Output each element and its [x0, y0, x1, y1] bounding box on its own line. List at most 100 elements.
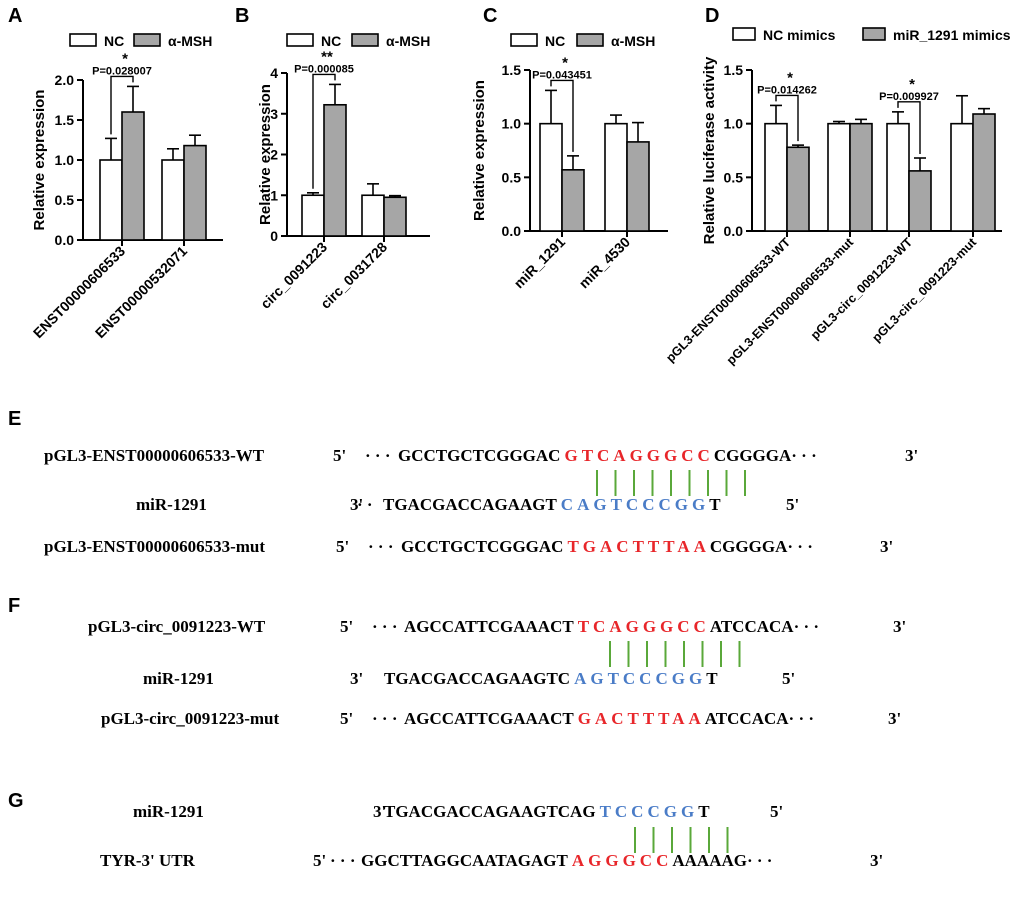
- seq-highlight: TGACTTTAA: [567, 537, 709, 556]
- y-tick-label: 0.5: [724, 169, 744, 185]
- ellipsis: · · ·: [747, 851, 773, 870]
- ellipsis: · · ·: [365, 446, 391, 465]
- ellipsis: · · ·: [789, 709, 815, 728]
- ellipsis: · · ·: [791, 446, 817, 465]
- x-category-label: pGL3-circ_0091223-WT: [808, 235, 915, 342]
- bar: [786, 146, 810, 232]
- y-axis-label: Relative expression: [257, 84, 274, 225]
- seq-highlight: AGTCCCGG: [574, 669, 706, 688]
- bar: [383, 196, 407, 237]
- y-tick-label: 0.0: [502, 223, 522, 239]
- y-tick-label: 0: [270, 228, 278, 244]
- seq-highlight: TCCCGG: [600, 802, 699, 821]
- seq-highlight: GACTTTAA: [578, 709, 705, 728]
- seq-prefix: GGCTTAGGCAATAGAGT: [361, 851, 569, 870]
- y-tick-label: 1.0: [502, 116, 522, 132]
- y-tick-label: 2.0: [55, 72, 75, 88]
- strand-end: 3': [888, 709, 901, 728]
- legend-swatch: [286, 33, 314, 47]
- seq-suffix: T: [709, 495, 721, 514]
- seq-suffix: ATCCACA: [710, 617, 794, 636]
- legend-swatch: [69, 33, 97, 47]
- y-axis-label: Relative luciferase activity: [701, 56, 718, 244]
- x-category-label: miR_1291: [511, 234, 569, 292]
- ellipsis: · · ·: [787, 537, 813, 556]
- strand-end: 5': [313, 851, 326, 870]
- sequence-label: pGL3-ENST00000606533-mut: [44, 537, 265, 556]
- bar: [161, 159, 185, 241]
- ellipsis: · · ·: [330, 851, 356, 870]
- strand-end: 5': [333, 446, 346, 465]
- y-tick-label: 0.5: [502, 169, 522, 185]
- y-tick-label: 1: [270, 187, 278, 203]
- strand-end: 3': [893, 617, 906, 636]
- bar: [849, 122, 873, 232]
- significance-bracket: [550, 79, 574, 152]
- seq-suffix: T: [706, 669, 718, 688]
- p-value-label: P=0.000085: [294, 63, 354, 75]
- sequence-label: TYR-3' UTR: [100, 851, 196, 870]
- seq-suffix: T: [698, 802, 710, 821]
- significance-bracket: [897, 101, 921, 155]
- sequence-label: miR-1291: [143, 669, 214, 688]
- strand-end: 3': [373, 802, 386, 821]
- significance-stars: *: [909, 76, 915, 93]
- significance-bracket: [110, 75, 134, 135]
- y-tick-label: 1.0: [55, 152, 75, 168]
- panel-letter: B: [235, 5, 249, 27]
- bar: [323, 103, 347, 237]
- sequence-label: pGL3-ENST00000606533-WT: [44, 446, 265, 465]
- y-tick-label: 0.0: [724, 223, 744, 239]
- seq-prefix: GCCTGCTCGGGAC: [401, 537, 563, 556]
- sequence-text: GCCTGCTCGGGAC TGACTTTAACGGGGA· · ·: [401, 537, 813, 556]
- sequence-text: AGCCATTCGAAACT TCAGGGCCATCCACA· · ·: [404, 617, 819, 636]
- y-tick-label: 0.5: [55, 192, 75, 208]
- legend-label: NC mimics: [763, 27, 836, 43]
- legend-label: NC: [321, 33, 341, 49]
- seq-suffix: CGGGGA: [714, 446, 792, 465]
- bar: [183, 144, 207, 241]
- chart-panel-a: A 0.0 0.5 1.0 1.5 2.0 Relative expression NC α-M…: [8, 5, 223, 341]
- legend-label: α-MSH: [386, 33, 430, 49]
- y-axis-label: Relative expression: [31, 90, 48, 231]
- seq-highlight: GTCAGGGCC: [564, 446, 713, 465]
- x-category-label: pGL3-ENST00000606533-WT: [663, 235, 793, 365]
- bar: [886, 122, 910, 232]
- legend-swatch: [732, 27, 756, 41]
- seq-prefix: AGCCATTCGAAACT: [404, 617, 574, 636]
- strand-end: 3': [905, 446, 918, 465]
- legend-swatch: [133, 33, 161, 47]
- sequence-text: GGCTTAGGCAATAGAGT AGGGCCAAAAAG· · ·: [361, 851, 772, 870]
- strand-end: 3': [880, 537, 893, 556]
- legend-swatch: [862, 27, 886, 41]
- sequence-label: miR-1291: [133, 802, 204, 821]
- seq-prefix: TGACGACCAGAAGTCAG: [384, 802, 596, 821]
- significance-bracket: [775, 94, 799, 142]
- x-category-label: pGL3-circ_0091223-mut: [869, 235, 979, 345]
- ellipsis: · · ·: [372, 709, 398, 728]
- bar: [539, 122, 563, 232]
- sequence-label: pGL3-circ_0091223-mut: [101, 709, 280, 728]
- y-tick-label: 2: [270, 147, 278, 163]
- y-tick-label: 3: [270, 106, 278, 122]
- ellipsis: · · ·: [368, 537, 394, 556]
- x-category-label: pGL3-ENST00000606533-mut: [724, 235, 857, 368]
- strand-end: 5': [340, 617, 353, 636]
- bar: [972, 113, 996, 232]
- significance-bracket: [312, 73, 336, 189]
- bar: [361, 194, 385, 237]
- ellipsis: · · ·: [372, 617, 398, 636]
- bar: [121, 111, 145, 241]
- y-axis-label: Relative expression: [471, 80, 488, 221]
- sequence-text: GCCTGCTCGGGAC GTCAGGGCCCGGGGA· · ·: [398, 446, 817, 465]
- seq-suffix: ATCCACA: [705, 709, 789, 728]
- bar: [561, 169, 585, 232]
- legend-label: NC: [545, 33, 565, 49]
- legend-label: NC: [104, 33, 124, 49]
- strand-end: 3': [350, 495, 363, 514]
- seq-prefix: TGACGACCAGAAGTC: [384, 669, 570, 688]
